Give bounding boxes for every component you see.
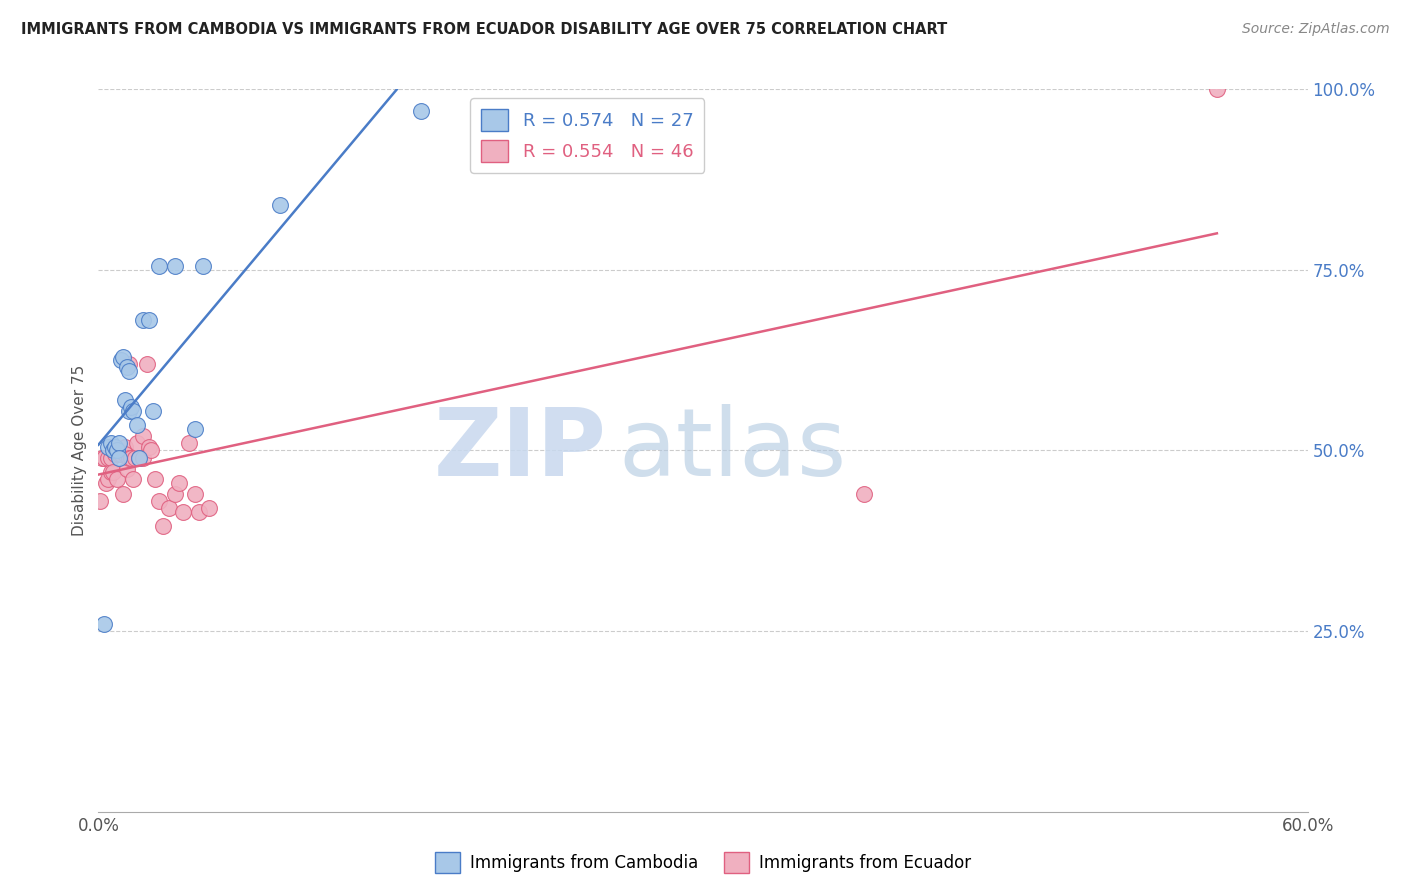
Point (132, 450, 155, 465)
Point (269, 198, 291, 212)
Point (118, 403, 141, 417)
Point (97, 440, 120, 454)
Point (110, 447, 132, 461)
Point (132, 429, 155, 443)
Point (91, 450, 114, 465)
Point (114, 392, 136, 407)
Point (107, 447, 129, 461)
Point (198, 501, 221, 516)
Point (188, 505, 211, 519)
Point (139, 443, 162, 458)
Point (124, 450, 146, 465)
Point (409, 103, 432, 118)
Y-axis label: Disability Age Over 75: Disability Age Over 75 (72, 365, 87, 536)
Point (163, 259, 186, 273)
Point (135, 357, 157, 371)
Text: atlas: atlas (619, 404, 846, 497)
Point (125, 418, 148, 433)
Point (101, 443, 124, 458)
Point (115, 360, 138, 375)
Point (138, 313, 160, 327)
Point (105, 443, 128, 458)
Point (138, 440, 160, 454)
Point (184, 487, 207, 501)
Point (120, 400, 142, 414)
Point (172, 505, 194, 519)
Point (157, 501, 180, 516)
Text: Source: ZipAtlas.com: Source: ZipAtlas.com (1241, 22, 1389, 37)
Point (107, 443, 129, 458)
Point (152, 519, 174, 533)
Point (100, 436, 122, 450)
Point (107, 436, 129, 450)
Point (193, 259, 215, 273)
Point (103, 447, 125, 461)
Text: IMMIGRANTS FROM CAMBODIA VS IMMIGRANTS FROM ECUADOR DISABILITY AGE OVER 75 CORRE: IMMIGRANTS FROM CAMBODIA VS IMMIGRANTS F… (21, 22, 948, 37)
Point (128, 450, 150, 465)
Point (103, 443, 125, 458)
Point (114, 447, 136, 461)
Point (148, 259, 170, 273)
Point (118, 450, 141, 465)
Point (101, 465, 124, 479)
Point (100, 465, 122, 479)
Point (121, 403, 143, 417)
Point (97, 450, 120, 465)
Point (107, 450, 129, 465)
Point (110, 353, 132, 368)
Point (120, 450, 142, 465)
Point (115, 461, 138, 475)
Point (1206, 82, 1229, 96)
Point (100, 450, 122, 465)
Text: ZIP: ZIP (433, 404, 606, 497)
Point (148, 494, 170, 508)
Point (118, 364, 141, 378)
Point (105, 472, 128, 486)
Point (96, 475, 118, 490)
Point (121, 472, 143, 486)
Point (853, 487, 876, 501)
Point (132, 313, 155, 327)
Point (167, 475, 190, 490)
Point (101, 440, 124, 454)
Point (93, 616, 115, 631)
Point (111, 487, 134, 501)
Point (142, 403, 165, 417)
Point (125, 436, 148, 450)
Point (101, 443, 124, 458)
Point (163, 487, 186, 501)
Legend: Immigrants from Cambodia, Immigrants from Ecuador: Immigrants from Cambodia, Immigrants fro… (429, 846, 977, 880)
Point (103, 440, 125, 454)
Point (89, 494, 111, 508)
Point (97, 472, 120, 486)
Point (93, 450, 115, 465)
Point (143, 472, 166, 486)
Point (118, 357, 141, 371)
Point (114, 440, 136, 454)
Point (179, 436, 201, 450)
Point (184, 422, 207, 436)
Point (128, 450, 150, 465)
Legend: R = 0.574   N = 27, R = 0.554   N = 46: R = 0.574 N = 27, R = 0.554 N = 46 (470, 98, 704, 173)
Point (111, 350, 134, 364)
